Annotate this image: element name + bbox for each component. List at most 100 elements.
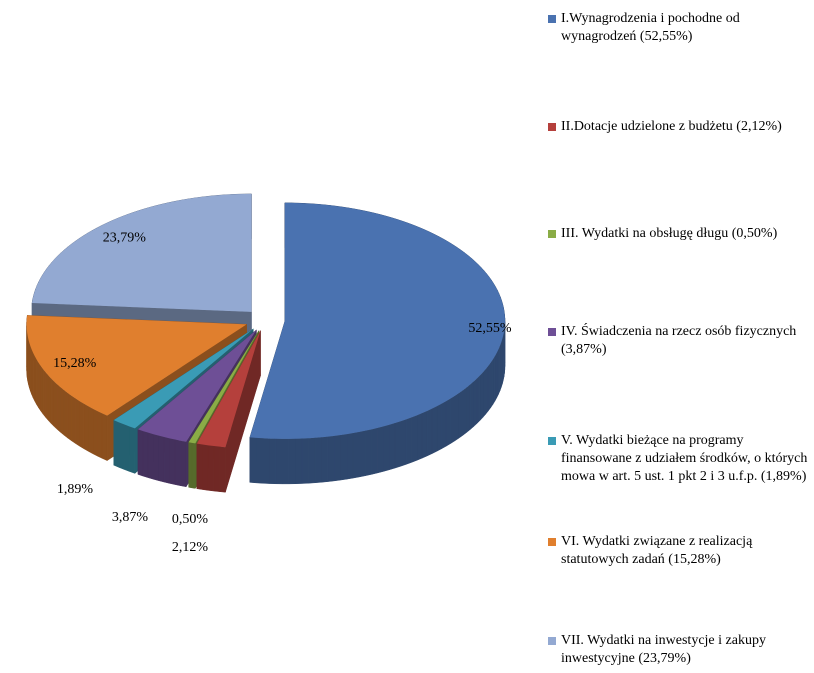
slice-side [207,445,215,492]
slice-side [38,361,41,412]
slice-side [213,445,220,492]
slice-side [50,377,55,428]
slice-side [416,412,423,461]
legend-swatch [548,437,556,445]
slice-side [334,434,341,482]
slice-side [256,437,264,484]
legend-label: I.Wynagrodzenia i pochodne od wynagrodze… [561,11,740,44]
slice-top [113,328,254,429]
slice-side [359,430,366,478]
legend-swatch [548,15,556,23]
slice-side [411,414,418,463]
slice-side [371,427,378,475]
slice-top [249,202,505,439]
slice-side [92,408,98,457]
slice-side [163,436,170,484]
slice-side [469,381,474,431]
legend-label: III. Wydatki na obsługę długu (0,50%) [561,226,778,241]
slice-side [249,437,257,484]
slice-side [53,380,58,431]
slice-side [492,355,496,406]
slice-side [454,392,459,442]
slice-side [400,419,407,467]
legend-label: II.Dotacje udzielone z budżetu (2,12%) [561,119,782,134]
slice-side [394,420,401,469]
slice-side [458,389,463,439]
legend-item: II.Dotacje udzielone z budżetu (2,12%) [548,118,810,136]
slice-side [445,398,451,447]
legend-item: I.Wynagrodzenia i pochodne od wynagrodze… [548,10,810,46]
slice-side [496,349,499,398]
slice-side [158,435,165,483]
legend-swatch [548,328,556,336]
legend-label: V. Wydatki bieżące na programy finansowa… [561,433,808,484]
slice-side [142,430,149,479]
slice-side [487,361,491,412]
slice-side [174,439,181,486]
slice-side [308,437,316,484]
slice-side [476,374,481,425]
slice-side [180,440,187,488]
value-label: 15,28% [53,356,97,371]
slice-side [196,443,203,490]
slice-side [479,371,484,422]
slice-side [282,438,290,485]
slice-top [196,330,261,448]
slice-side [147,432,154,480]
slice-side [321,436,329,483]
legend-swatch [548,230,556,238]
value-label: 3,87% [112,510,149,525]
slice-side [327,435,335,482]
slice-side [490,358,494,409]
slice-side [191,442,196,489]
slice-side [269,438,277,485]
chart: 52,55% 2,12% 0,50% 3,87% 1,89% 15,28% 23,79% [26,193,512,555]
slice-side [36,358,39,409]
slice-side [48,374,52,425]
legend-swatch [548,538,556,546]
legend-label: IV. Świadczenia na rzecz osób fizycznych… [561,324,797,357]
value-label: 23,79% [103,231,147,246]
slice-side [101,412,108,461]
slice-side [473,378,478,428]
slice-side [450,395,455,445]
slice-side [71,395,76,445]
legend-swatch [548,123,556,131]
slice-side [462,387,467,436]
legend-item: VI. Wydatki związane z realizacją statut… [548,533,810,569]
slice-side [441,400,447,450]
slice-side [482,368,486,419]
legend-label: VI. Wydatki związane z realizacją statut… [561,534,753,567]
slice-top [188,330,259,444]
slice-side [34,356,37,405]
slice-side [97,410,103,459]
slice-side [340,433,348,481]
slice-side [113,419,120,468]
slice-side [45,371,49,422]
slice-side [123,424,130,472]
slice-side [275,438,283,485]
slice-side [42,368,46,418]
value-label: 0,50% [172,512,209,527]
slice-top [138,329,257,442]
slice-side [436,403,442,452]
slice-side [188,442,193,489]
slice-side [153,433,159,481]
slice-side [346,432,354,480]
slice-side [295,438,303,485]
slice-top [26,315,247,416]
value-label: 52,55% [468,321,512,336]
slice-side [202,444,209,491]
slice-side [88,405,94,455]
slice [196,329,261,493]
legend-label: VII. Wydatki na inwestycje i zakupy inwe… [561,633,766,666]
slice-side [219,446,226,493]
slice-side [352,431,360,479]
slice-side [129,426,136,474]
slice-side [494,352,498,402]
slice-side [466,384,471,434]
slice-side [288,438,296,485]
slice-side [365,429,372,476]
slice-side [60,386,65,436]
